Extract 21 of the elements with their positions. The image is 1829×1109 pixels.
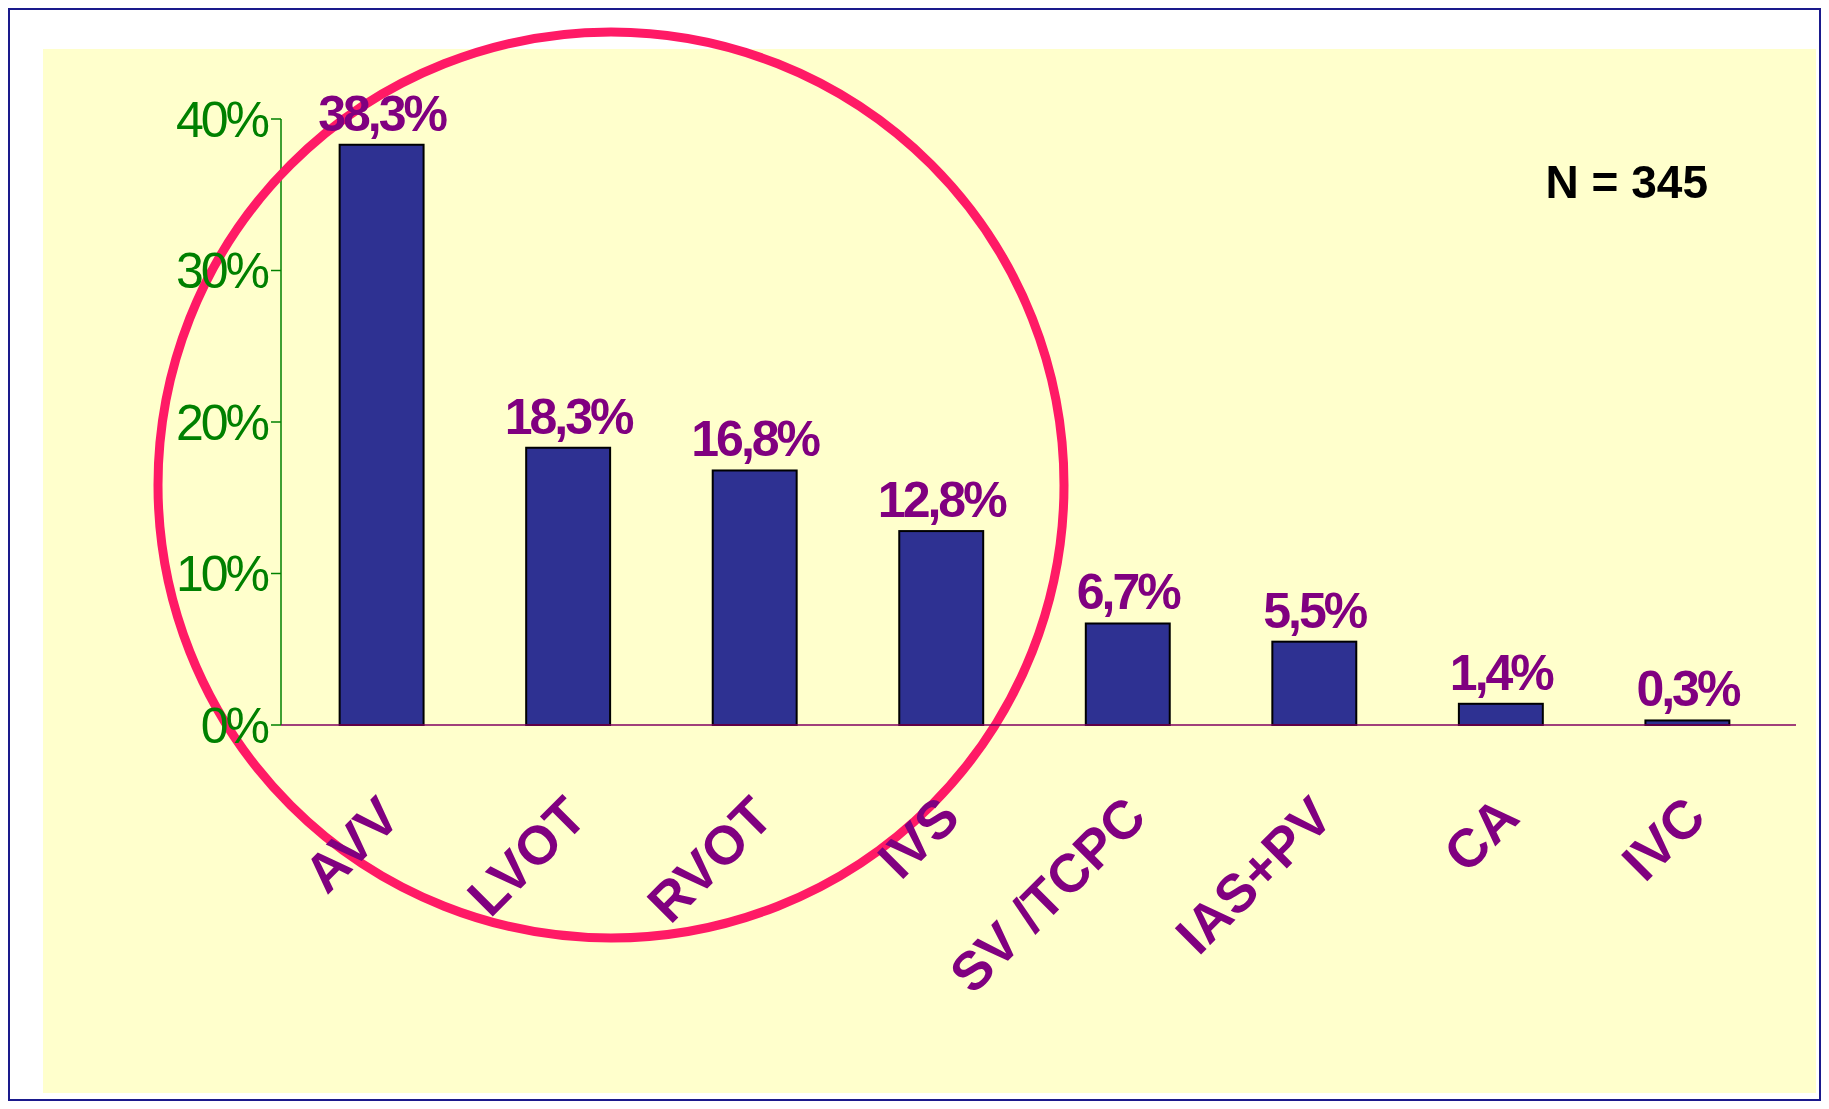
bar [1271, 640, 1358, 726]
data-label: 6,7% [1076, 564, 1182, 621]
x-tick-label: IVS [866, 785, 970, 890]
bar [898, 530, 985, 726]
y-tick-label: 40% [175, 91, 269, 148]
bar [1084, 622, 1171, 726]
data-label: 12,8% [877, 472, 1008, 529]
x-tick-label: CA [1432, 785, 1530, 883]
y-tick-label: 10% [175, 546, 269, 602]
x-tick-label: IVC [1610, 785, 1717, 892]
data-label: 5,5% [1263, 582, 1368, 639]
data-label: 18,3% [504, 388, 635, 445]
bar [1457, 702, 1544, 726]
data-label: 0,3% [1636, 661, 1741, 718]
data-label: 1,4% [1449, 644, 1555, 701]
bar [338, 143, 425, 726]
annotation: N = 345 [1545, 156, 1708, 208]
bar [525, 446, 612, 726]
data-label: 16,8% [691, 411, 821, 468]
bar [711, 469, 798, 726]
y-tick-label: 20% [175, 394, 269, 451]
